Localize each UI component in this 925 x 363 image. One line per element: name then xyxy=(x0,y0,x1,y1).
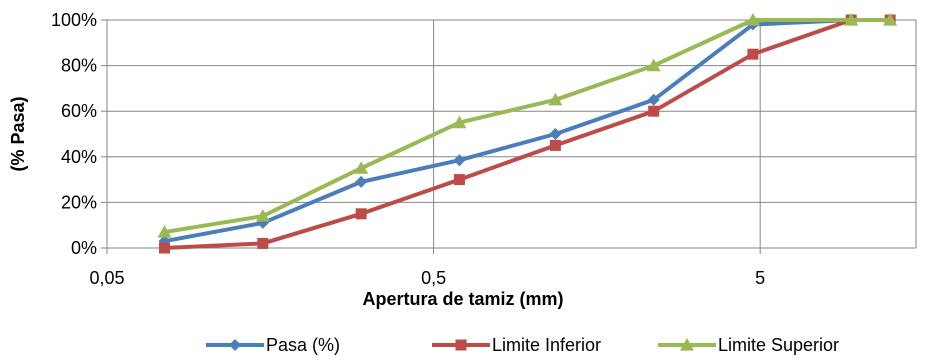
data-point xyxy=(747,48,759,60)
data-point xyxy=(354,161,369,174)
axes xyxy=(101,19,916,254)
series-layer xyxy=(157,13,898,254)
data-point xyxy=(453,154,466,167)
x-tick-label: 0,5 xyxy=(421,268,446,288)
legend-marker xyxy=(229,339,241,351)
series-line xyxy=(164,18,891,250)
data-point xyxy=(745,13,760,26)
data-point xyxy=(548,92,563,106)
data-point xyxy=(159,242,171,254)
data-point xyxy=(883,13,898,26)
legend-item: Pasa (%) xyxy=(206,335,340,355)
data-point xyxy=(157,225,172,238)
data-point xyxy=(355,208,367,220)
y-tick-label: 100% xyxy=(51,10,97,30)
y-tick-label: 20% xyxy=(61,192,97,212)
data-point xyxy=(647,93,660,106)
y-tick-label: 40% xyxy=(61,147,97,167)
y-tick-label: 0% xyxy=(71,238,97,258)
legend-marker xyxy=(455,339,467,351)
data-point xyxy=(648,105,660,117)
tick-labels: 0% 20% 40% 60% 80% 100% 0,05 0,5 5 xyxy=(51,10,765,288)
series-limite-inferior xyxy=(159,14,896,254)
data-point xyxy=(549,128,562,140)
legend-item: Limite Superior xyxy=(658,335,839,355)
data-point xyxy=(549,139,561,151)
legend-label: Pasa (%) xyxy=(266,335,340,355)
series-line xyxy=(164,18,891,235)
data-point xyxy=(255,209,270,222)
grid xyxy=(106,19,917,249)
series-limite-superior xyxy=(157,13,898,238)
x-axis-title: Apertura de tamiz (mm) xyxy=(362,289,563,309)
data-point xyxy=(646,58,661,72)
legend-label: Limite Inferior xyxy=(492,335,601,355)
data-point xyxy=(257,237,269,249)
y-tick-label: 60% xyxy=(61,101,97,121)
y-axis-title: (% Pasa) xyxy=(8,96,28,171)
data-point xyxy=(452,115,467,129)
legend-marker xyxy=(680,338,694,351)
y-tick-label: 80% xyxy=(61,56,97,76)
legend: Pasa (%) Limite Inferior Limite Superior xyxy=(206,335,839,355)
data-point xyxy=(355,175,368,188)
x-tick-label: 5 xyxy=(755,268,765,288)
legend-label: Limite Superior xyxy=(718,335,839,355)
data-point xyxy=(844,13,859,26)
data-point xyxy=(453,174,465,186)
x-tick-label: 0,05 xyxy=(89,268,124,288)
series-line xyxy=(164,18,891,244)
legend-item: Limite Inferior xyxy=(432,335,601,355)
